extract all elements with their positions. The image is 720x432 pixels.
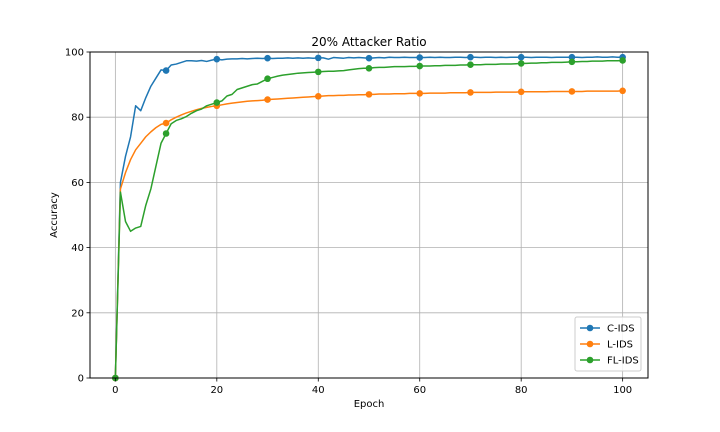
axes-frame [89,51,649,379]
l-ids-point [568,88,576,95]
legend-item-c-ids: C-IDS [580,324,635,335]
c-ids-point [416,54,424,61]
ticks: 0 20 40 60 80 100 0 20 40 60 80 100 [65,48,632,397]
y-tick-label: 60 [71,178,84,189]
legend-marker [586,340,594,348]
legend: C-IDS L-IDS FL-IDS [574,316,642,372]
c-ids-point [568,53,576,61]
c-ids-point [162,67,170,74]
l-ids-point [619,87,626,95]
y-tick-label: 20 [71,308,84,319]
fl-ids-point [467,61,474,69]
legend-label: C-IDS [607,324,635,335]
y-tick-label: 0 [78,374,84,385]
x-tick-label: 20 [210,385,223,396]
fl-ids-point [619,57,626,64]
fl-ids-point [365,65,373,72]
legend-marker [586,356,594,364]
series-layer [112,53,626,382]
c-ids-point [517,53,525,61]
x-tick-label: 80 [515,385,528,396]
fl-ids-point [416,62,424,70]
x-tick-label: 0 [112,385,118,396]
y-tick-label: 100 [65,48,84,59]
legend-label: FL-IDS [607,356,639,367]
legend-marker [586,324,594,332]
legend-label: L-IDS [607,340,633,351]
series-fl-ids [112,57,626,382]
fl-ids-point [264,75,271,83]
c-ids-point [213,55,221,63]
chart-title: 20% Attacker Ratio [311,35,426,49]
fl-ids-point [213,99,221,106]
c-ids-point [365,54,373,62]
x-tick-label: 60 [413,385,426,396]
l-ids-point [162,119,170,127]
fl-ids-point [568,58,576,66]
x-tick-label: 40 [312,385,325,396]
fl-ids-point [162,130,170,137]
c-ids-point [314,54,322,62]
l-ids-point [365,91,373,98]
l-ids-point [314,93,322,100]
legend-item-l-ids: L-IDS [580,340,633,351]
c-ids-point [264,54,271,62]
l-ids-point [467,89,474,96]
fl-ids-point [517,60,525,67]
fl-ids-point [314,68,322,76]
l-ids-point [264,96,271,103]
y-tick-label: 40 [71,243,84,254]
x-tick-label: 100 [613,385,632,396]
l-ids-point [416,90,424,97]
c-ids-point [467,53,474,61]
legend-item-fl-ids: FL-IDS [580,356,639,367]
y-axis-label: Accuracy [49,192,60,238]
x-axis-label: Epoch [354,399,385,410]
l-ids-point [517,88,525,96]
y-tick-label: 80 [71,113,84,124]
